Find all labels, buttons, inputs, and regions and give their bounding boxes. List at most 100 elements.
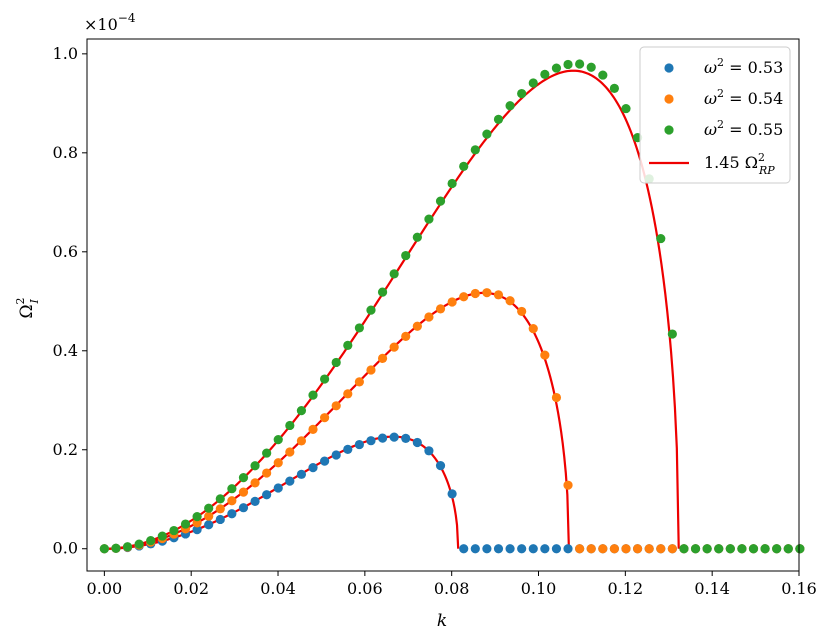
- data-point: [180, 519, 191, 529]
- data-point: [435, 461, 446, 471]
- x-axis: 0.00 0.02 0.04 0.06 0.08 0.10 0.12 0.14 0.16: [87, 571, 817, 598]
- data-point: [331, 450, 341, 460]
- fit-line-2: [104, 291, 570, 550]
- data-point: [134, 539, 144, 549]
- x-tick-label: 0.12: [608, 579, 644, 598]
- data-point: [447, 178, 457, 189]
- data-point: [262, 490, 272, 500]
- data-point: [760, 544, 770, 554]
- data-point: [204, 520, 214, 530]
- data-point: [621, 103, 631, 114]
- data-point: [227, 484, 237, 494]
- data-point: [273, 458, 283, 468]
- x-axis-label: k: [437, 611, 447, 631]
- data-point: [343, 444, 353, 455]
- x-tick-label: 0.14: [694, 579, 730, 598]
- data-point: [377, 353, 388, 363]
- data-point: [517, 306, 527, 317]
- data-point: [412, 321, 422, 331]
- data-point: [563, 544, 573, 554]
- data-point: [505, 296, 515, 306]
- data-point: [598, 70, 608, 80]
- y-multiplier: ×10−4: [84, 11, 136, 34]
- data-point: [204, 503, 214, 513]
- data-point: [772, 544, 782, 554]
- data-point: [192, 518, 202, 528]
- data-point: [783, 544, 793, 554]
- data-point: [343, 340, 353, 350]
- data-point: [354, 377, 364, 387]
- data-point: [157, 531, 167, 541]
- data-point: [250, 461, 260, 471]
- data-point: [679, 544, 689, 554]
- data-point: [528, 324, 538, 334]
- data-point: [690, 544, 701, 554]
- data-point: [146, 536, 156, 546]
- data-point: [598, 544, 608, 554]
- data-point: [122, 542, 133, 552]
- data-point: [215, 494, 225, 504]
- data-point: [725, 544, 735, 554]
- data-point: [320, 456, 330, 466]
- data-point: [470, 288, 480, 299]
- data-point: [435, 304, 446, 314]
- data-point: [412, 437, 422, 448]
- data-point: [737, 544, 747, 554]
- y-tick-label: 0.4: [53, 341, 78, 360]
- data-point: [667, 329, 677, 339]
- y-axis-label: Ω2I: [14, 297, 41, 318]
- data-point: [215, 504, 225, 514]
- y-tick-label: 0.0: [53, 539, 78, 558]
- data-point: [702, 544, 712, 554]
- data-point: [412, 232, 422, 242]
- data-point: [795, 544, 805, 554]
- data-point: [331, 357, 341, 368]
- data-point: [482, 544, 492, 554]
- data-point: [517, 544, 527, 554]
- data-point: [656, 544, 666, 554]
- data-point: [262, 448, 272, 458]
- data-point: [308, 424, 318, 434]
- data-point: [551, 544, 562, 554]
- data-point: [296, 436, 307, 446]
- series-1: [99, 432, 805, 554]
- data-point: [204, 511, 214, 521]
- x-tick-label: 0.00: [87, 579, 123, 598]
- data-point: [308, 463, 318, 473]
- data-point: [540, 69, 550, 79]
- data-point: [424, 214, 434, 224]
- data-point: [714, 544, 724, 554]
- data-point: [482, 129, 492, 139]
- data-point: [575, 59, 585, 69]
- data-point: [99, 544, 109, 554]
- legend: ω2 = 0.53 ω2 = 0.54 ω2 = 0.55 1.45 Ω2 RP: [639, 46, 791, 184]
- fit-line-3: [104, 69, 680, 550]
- data-point: [111, 543, 121, 553]
- data-point: [250, 496, 260, 506]
- data-point: [517, 88, 527, 99]
- data-point: [644, 544, 654, 554]
- legend-label: ω2 = 0.54: [704, 87, 783, 108]
- y-axis: 0.0 0.2 0.4 0.6 0.8 1.0: [53, 44, 87, 558]
- data-point: [424, 446, 434, 456]
- data-point: [238, 487, 249, 497]
- data-point: [331, 401, 341, 411]
- data-point: [389, 342, 399, 352]
- data-point: [459, 544, 469, 554]
- x-tick-label: 0.16: [781, 579, 817, 598]
- data-point: [215, 514, 225, 525]
- legend-box: [639, 46, 791, 184]
- data-point: [575, 544, 585, 554]
- legend-label: ω2 = 0.53: [704, 56, 783, 77]
- y-tick-label: 0.8: [53, 143, 78, 162]
- legend-marker: [664, 94, 674, 104]
- data-point: [296, 469, 307, 479]
- data-point: [470, 145, 480, 155]
- data-point: [401, 250, 411, 261]
- data-point: [493, 544, 504, 554]
- data-point: [354, 439, 364, 450]
- data-point: [435, 196, 446, 206]
- data-point: [447, 489, 457, 499]
- y-tick-label: 0.2: [53, 440, 78, 459]
